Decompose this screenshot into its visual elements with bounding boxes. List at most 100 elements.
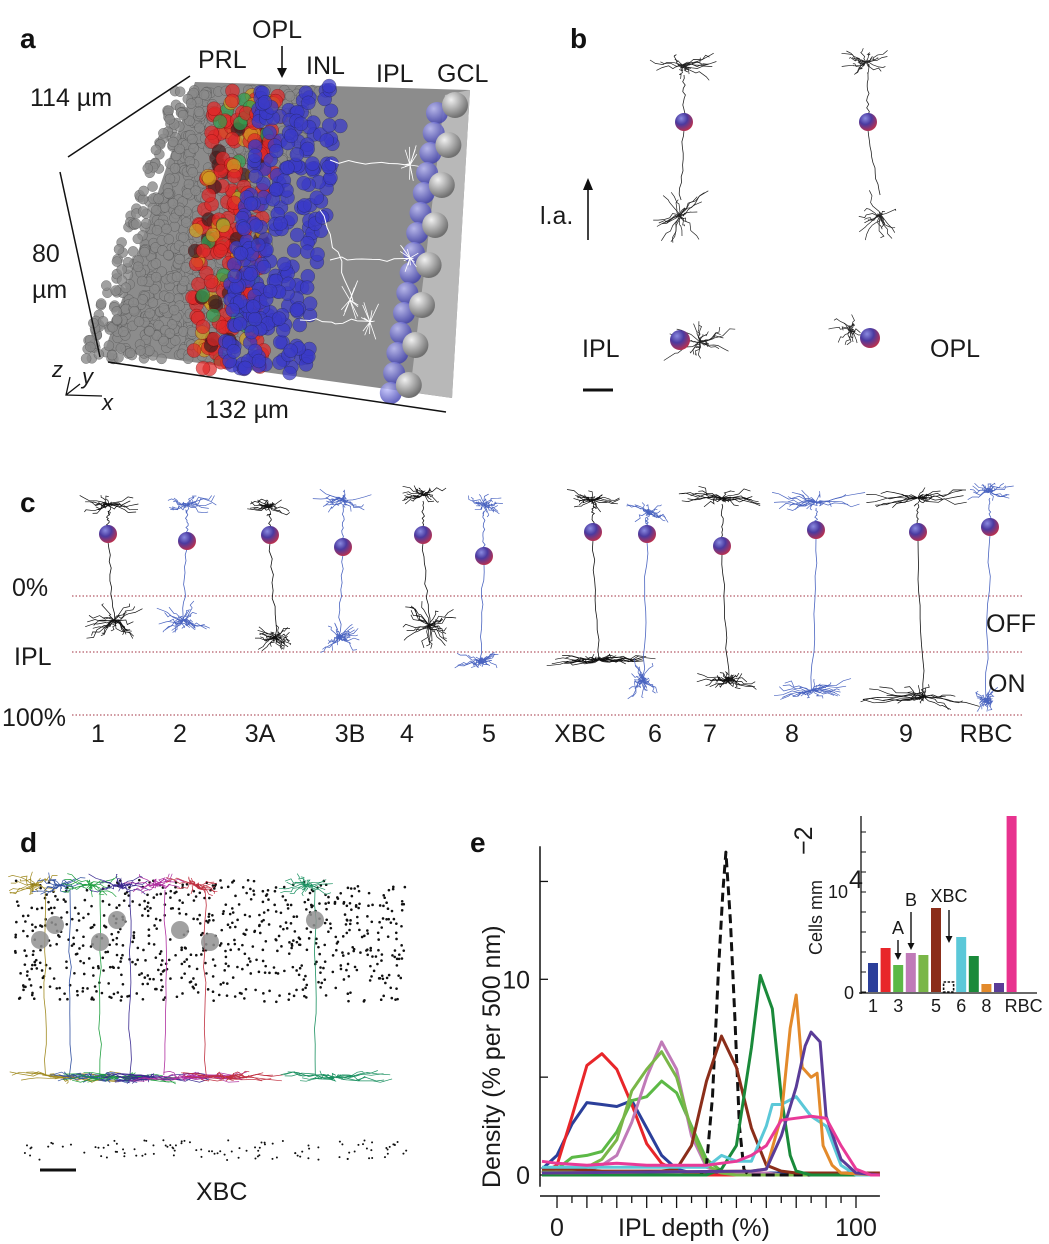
neurite-branch	[182, 612, 197, 622]
neurite-branch	[129, 1076, 186, 1082]
cell-dot	[55, 987, 59, 990]
soma	[31, 931, 49, 949]
bipolar-cell-8	[772, 489, 866, 700]
neurite-branch	[868, 190, 881, 216]
neurite-branch	[679, 196, 698, 216]
neurite-branch	[638, 673, 644, 681]
neurite-branch	[329, 497, 344, 501]
neurite-branch	[795, 501, 817, 510]
cell-dot	[32, 949, 35, 953]
cell-dot	[297, 973, 301, 977]
cell-dot	[400, 944, 403, 947]
cell-dot	[261, 948, 265, 952]
neurite-branch	[172, 619, 184, 633]
bipolar-sphere	[232, 316, 248, 332]
photoreceptor-sphere	[150, 271, 162, 283]
cell-dot	[52, 977, 56, 980]
neurite-branch	[338, 636, 352, 644]
xyz-axes-icon: z y x	[51, 357, 114, 415]
cell-dot	[180, 976, 183, 980]
neurite-branch	[275, 631, 290, 639]
cell-dot	[47, 908, 51, 911]
cell-dot	[200, 953, 203, 956]
lateral-axis-label: l.a.	[540, 202, 573, 230]
panel-d-xbc-mosaic: XBC	[8, 871, 408, 1206]
cell-dot	[397, 974, 400, 977]
neurite-branch	[164, 619, 184, 631]
cell-dot	[315, 937, 318, 941]
neurite-branch	[32, 877, 41, 887]
bipolar-sphere	[225, 131, 240, 147]
cell-dot	[22, 988, 25, 992]
bipolar-sphere	[243, 196, 259, 212]
cell-dot	[224, 903, 228, 906]
bipolar-sphere	[301, 95, 316, 111]
neurite-branch	[304, 884, 332, 895]
inset-x-tick-label: 5	[931, 996, 941, 1016]
neurite-branch	[87, 879, 94, 886]
neurite-branch	[64, 879, 91, 886]
terminal-trace	[403, 257, 411, 262]
cell-dot	[147, 928, 151, 931]
cell-dot	[112, 992, 116, 996]
cell-dot	[216, 1152, 219, 1155]
neurite-branch	[428, 624, 448, 642]
neurite-branch	[46, 884, 61, 888]
cell-dot	[143, 976, 147, 979]
cell-dot	[381, 917, 385, 920]
cell-dot	[280, 945, 283, 948]
cell-dot	[394, 931, 398, 935]
opl-arrowhead	[277, 68, 287, 78]
neurite-branch	[89, 883, 111, 889]
ganglion-sphere	[435, 132, 462, 158]
neurite-branch	[811, 689, 841, 696]
cell-dot	[87, 957, 91, 960]
cell-dot	[289, 903, 293, 907]
neurite-branch	[811, 684, 828, 691]
cell-dot	[252, 879, 256, 883]
neurite-branch	[579, 498, 594, 503]
cell-dot	[380, 926, 384, 929]
neurite-branch	[901, 493, 919, 499]
cell-dot	[31, 929, 35, 933]
photoreceptor-sphere	[136, 275, 148, 287]
cell-dot	[29, 1147, 32, 1150]
cell-dot	[307, 1157, 310, 1160]
cell-dot	[294, 1152, 297, 1155]
cell-dot	[169, 977, 172, 980]
neurite-branch	[662, 195, 681, 216]
neurite-branch	[698, 334, 704, 343]
cell-dot	[371, 1156, 374, 1159]
neurite-branch	[879, 686, 925, 698]
neurite-branch	[585, 655, 600, 661]
neurite-branch	[90, 501, 109, 506]
y-tick-label: 0	[516, 1162, 530, 1190]
cell-dot	[225, 994, 229, 997]
neurite-branch	[269, 499, 282, 508]
axon	[107, 541, 116, 621]
photoreceptor-sphere	[101, 280, 112, 291]
cell-dot	[104, 950, 107, 954]
cell-dot	[399, 976, 403, 980]
cell-dot	[87, 912, 90, 916]
axon	[916, 503, 920, 525]
cell-dot	[356, 921, 359, 925]
cell-dot	[180, 962, 184, 966]
terminal-trace	[369, 303, 379, 323]
cell-dot	[305, 948, 309, 952]
neurite-branch	[260, 636, 277, 641]
cell-dot	[384, 981, 387, 985]
cell-dot	[306, 898, 310, 902]
photoreceptor-sphere	[158, 128, 169, 139]
neurite-branch	[178, 615, 184, 621]
cell-dot	[133, 1148, 136, 1151]
neurite-branch	[869, 688, 925, 698]
cell-dot	[22, 985, 26, 988]
cell-dot	[357, 889, 361, 893]
xbc-cell	[88, 873, 210, 1084]
bipolar-sphere	[289, 302, 305, 318]
neurite-branch	[421, 624, 430, 649]
photoreceptor-sphere	[185, 98, 197, 109]
cell-dot	[317, 1146, 320, 1149]
